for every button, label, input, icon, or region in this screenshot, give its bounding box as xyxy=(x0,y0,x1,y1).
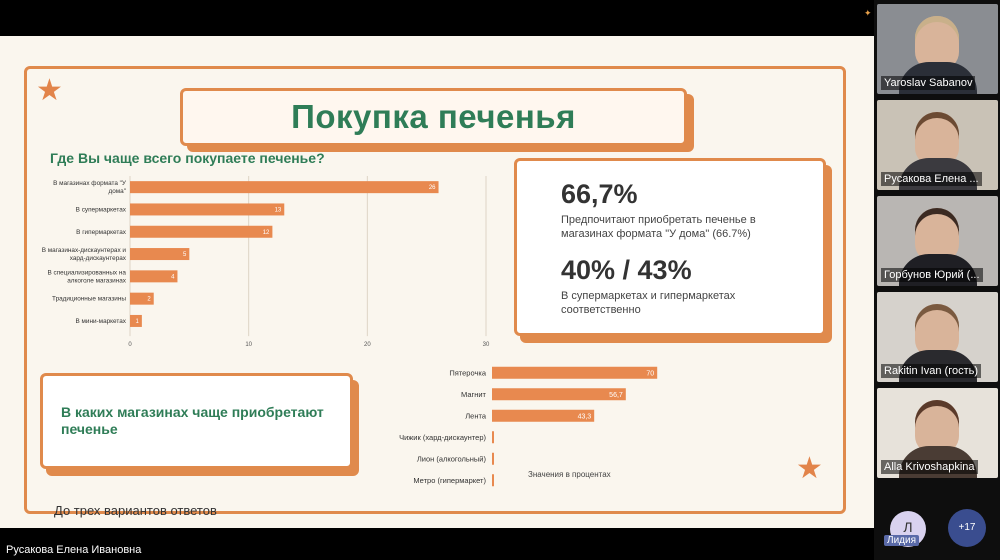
participant-face xyxy=(915,112,959,166)
bar xyxy=(492,409,595,422)
shops-heading-card: В каких магазинах чаще приобретают печен… xyxy=(40,373,353,469)
slide-title: Покупка печенья xyxy=(291,98,576,135)
category-label: Чижик (хард-дискаунтер) xyxy=(399,433,486,442)
category-label: дома" xyxy=(109,188,127,195)
shops-heading: В каких магазинах чаще приобретают печен… xyxy=(61,404,324,437)
bar-value-label: 4 xyxy=(171,274,175,280)
category-label: Лион (алкогольный) xyxy=(417,454,487,463)
bar xyxy=(492,366,658,379)
bar-value-label: 2 xyxy=(147,297,151,303)
category-label: Магнит xyxy=(461,390,487,399)
bar-value-label: 70 xyxy=(646,370,654,377)
stats-card: 66,7% Предпочитают приобретать печенье в… xyxy=(514,158,826,336)
participants-panel: Yaroslav Sabanov Русакова Елена ... Горб… xyxy=(874,0,1000,560)
category-label: Лента xyxy=(465,411,487,420)
x-tick-label: 10 xyxy=(245,342,252,348)
bar-value-label: 12 xyxy=(263,230,270,236)
shared-slide: ★ ★ ★ Покупка печенья Где Вы чаще всего … xyxy=(0,36,874,528)
category-label: В магазинах формата "У xyxy=(53,180,127,187)
bar xyxy=(130,248,190,261)
category-label: Пятерочка xyxy=(449,368,487,377)
category-label: В специализированных на xyxy=(47,269,126,276)
bar xyxy=(130,203,285,216)
stat-primary-text: Предпочитают приобретать печенье в магаз… xyxy=(561,214,756,240)
stat-primary-value: 66,7% xyxy=(561,179,638,209)
participant-name: Alla Krivoshapkina xyxy=(881,460,978,474)
bar xyxy=(492,474,494,487)
category-label: алкоголе магазинах xyxy=(67,277,127,284)
stat-secondary-text: В супермаркетах и гипермаркетах соответс… xyxy=(561,290,736,316)
presenter-name: Русакова Елена Ивановна xyxy=(6,544,142,556)
participant-face xyxy=(915,400,959,454)
top-bar xyxy=(0,0,874,36)
bar xyxy=(130,292,154,305)
participant-name: Горбунов Юрий (... xyxy=(881,268,983,282)
participant-tile[interactable]: Rakitin Ivan (гость) xyxy=(877,292,998,382)
category-label: хард-дискаунтерах xyxy=(70,255,127,262)
category-label: В мини-маркетах xyxy=(75,318,126,325)
participant-face xyxy=(915,208,959,262)
participant-face xyxy=(915,304,959,358)
survey-question: Где Вы чаще всего покупаете печенье? xyxy=(50,150,325,166)
bar xyxy=(492,452,494,465)
slide-footnote: До трех вариантов ответов xyxy=(54,503,217,518)
participant-name: Rakitin Ivan (гость) xyxy=(881,364,982,378)
bar xyxy=(492,388,626,401)
category-label: В супермаркетах xyxy=(76,206,127,213)
participant-tile[interactable]: Alla Krivoshapkina xyxy=(877,388,998,478)
category-label: В магазинах-дискаунтерах и xyxy=(42,247,127,254)
star-icon: ★ xyxy=(796,452,823,485)
bar-value-label: 5 xyxy=(183,252,187,258)
bar xyxy=(130,314,142,327)
values-note: Значения в процентах xyxy=(528,470,611,479)
category-label: Традиционные магазины xyxy=(52,296,126,303)
bar xyxy=(130,225,273,238)
bar xyxy=(130,270,178,283)
x-tick-label: 0 xyxy=(128,342,132,348)
category-label: В гипермаркетах xyxy=(76,229,127,236)
bar-value-label: 1 xyxy=(136,319,140,325)
slide-title-box: Покупка печенья xyxy=(180,88,687,146)
bar xyxy=(492,431,494,444)
bar-value-label: 56,7 xyxy=(609,392,623,399)
sparkle-icon: ✦ xyxy=(864,8,872,18)
slide-frame xyxy=(24,66,846,514)
participant-tile[interactable]: Yaroslav Sabanov xyxy=(877,4,998,94)
avatar-name-label: Лидия xyxy=(884,535,919,546)
star-icon: ★ xyxy=(36,74,63,107)
category-label: Метро (гипермаркет) xyxy=(413,476,486,485)
more-participants-button[interactable]: +17 xyxy=(948,509,986,547)
stat-secondary-value: 40% / 43% xyxy=(561,255,692,285)
bar-value-label: 26 xyxy=(429,185,436,191)
x-tick-label: 20 xyxy=(364,342,371,348)
participant-name: Русакова Елена ... xyxy=(881,172,982,186)
participant-name: Yaroslav Sabanov xyxy=(881,76,976,90)
participant-tile[interactable]: Русакова Елена ... xyxy=(877,100,998,190)
bar-value-label: 13 xyxy=(275,207,282,213)
bar-value-label: 43,3 xyxy=(578,413,592,420)
store-chains-chart: 70 Пятерочка 56,7 Магнит 43,3 Лента Чижик (хар… xyxy=(399,366,658,487)
bottom-bar: Русакова Елена Ивановна xyxy=(0,528,874,560)
bar xyxy=(130,181,439,194)
participant-face xyxy=(915,16,959,70)
participant-tile[interactable]: Горбунов Юрий (... xyxy=(877,196,998,286)
x-tick-label: 30 xyxy=(483,342,490,348)
